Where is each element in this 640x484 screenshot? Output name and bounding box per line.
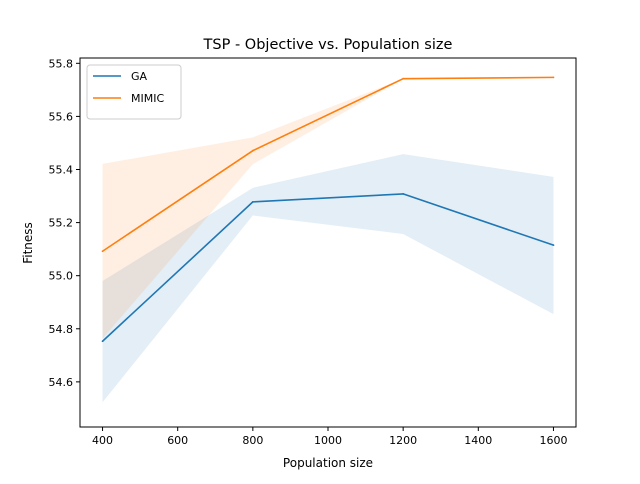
data-point-mimic	[402, 77, 405, 80]
x-tick-label: 600	[167, 434, 188, 447]
y-tick-label: 55.2	[49, 217, 74, 230]
x-tick-label: 1600	[539, 434, 567, 447]
confidence-band-ga	[102, 154, 554, 403]
y-tick-label: 54.8	[49, 323, 74, 336]
chart-title: TSP - Objective vs. Population size	[203, 37, 453, 53]
legend-label-ga: GA	[131, 70, 148, 83]
series-lines	[101, 76, 555, 343]
y-axis-ticks: 54.6 54.8 55.0 55.2 55.4 55.6 55.8	[49, 57, 80, 389]
y-tick-label: 55.8	[49, 57, 74, 70]
y-tick-label: 55.4	[49, 163, 74, 176]
x-tick-label: 1200	[389, 434, 417, 447]
data-point-ga	[251, 200, 254, 203]
x-axis-label: Population size	[283, 456, 373, 470]
confidence-band-mimic	[102, 77, 554, 339]
x-tick-label: 800	[242, 434, 263, 447]
series-line-mimic	[102, 76, 554, 252]
data-point-mimic	[251, 149, 254, 152]
data-point-ga	[402, 193, 405, 195]
data-point-ga	[101, 340, 104, 343]
x-tick-label: 1000	[314, 434, 342, 447]
series-line-ga	[102, 193, 554, 342]
y-tick-label: 55.0	[49, 270, 74, 283]
y-tick-label: 55.6	[49, 110, 74, 123]
data-point-ga	[552, 244, 555, 247]
data-point-mimic	[101, 250, 104, 253]
x-tick-label: 400	[92, 434, 113, 447]
x-tick-label: 1400	[464, 434, 492, 447]
y-tick-label: 54.6	[49, 376, 74, 389]
confidence-bands	[102, 77, 554, 403]
y-axis-label: Fitness	[21, 222, 35, 264]
legend: GA MIMIC	[86, 64, 182, 120]
data-point-mimic	[552, 76, 555, 79]
legend-label-mimic: MIMIC	[131, 92, 164, 105]
x-axis-ticks: 400 600 800 1000 1200 1400 1600	[92, 427, 567, 447]
legend-box	[86, 64, 182, 120]
